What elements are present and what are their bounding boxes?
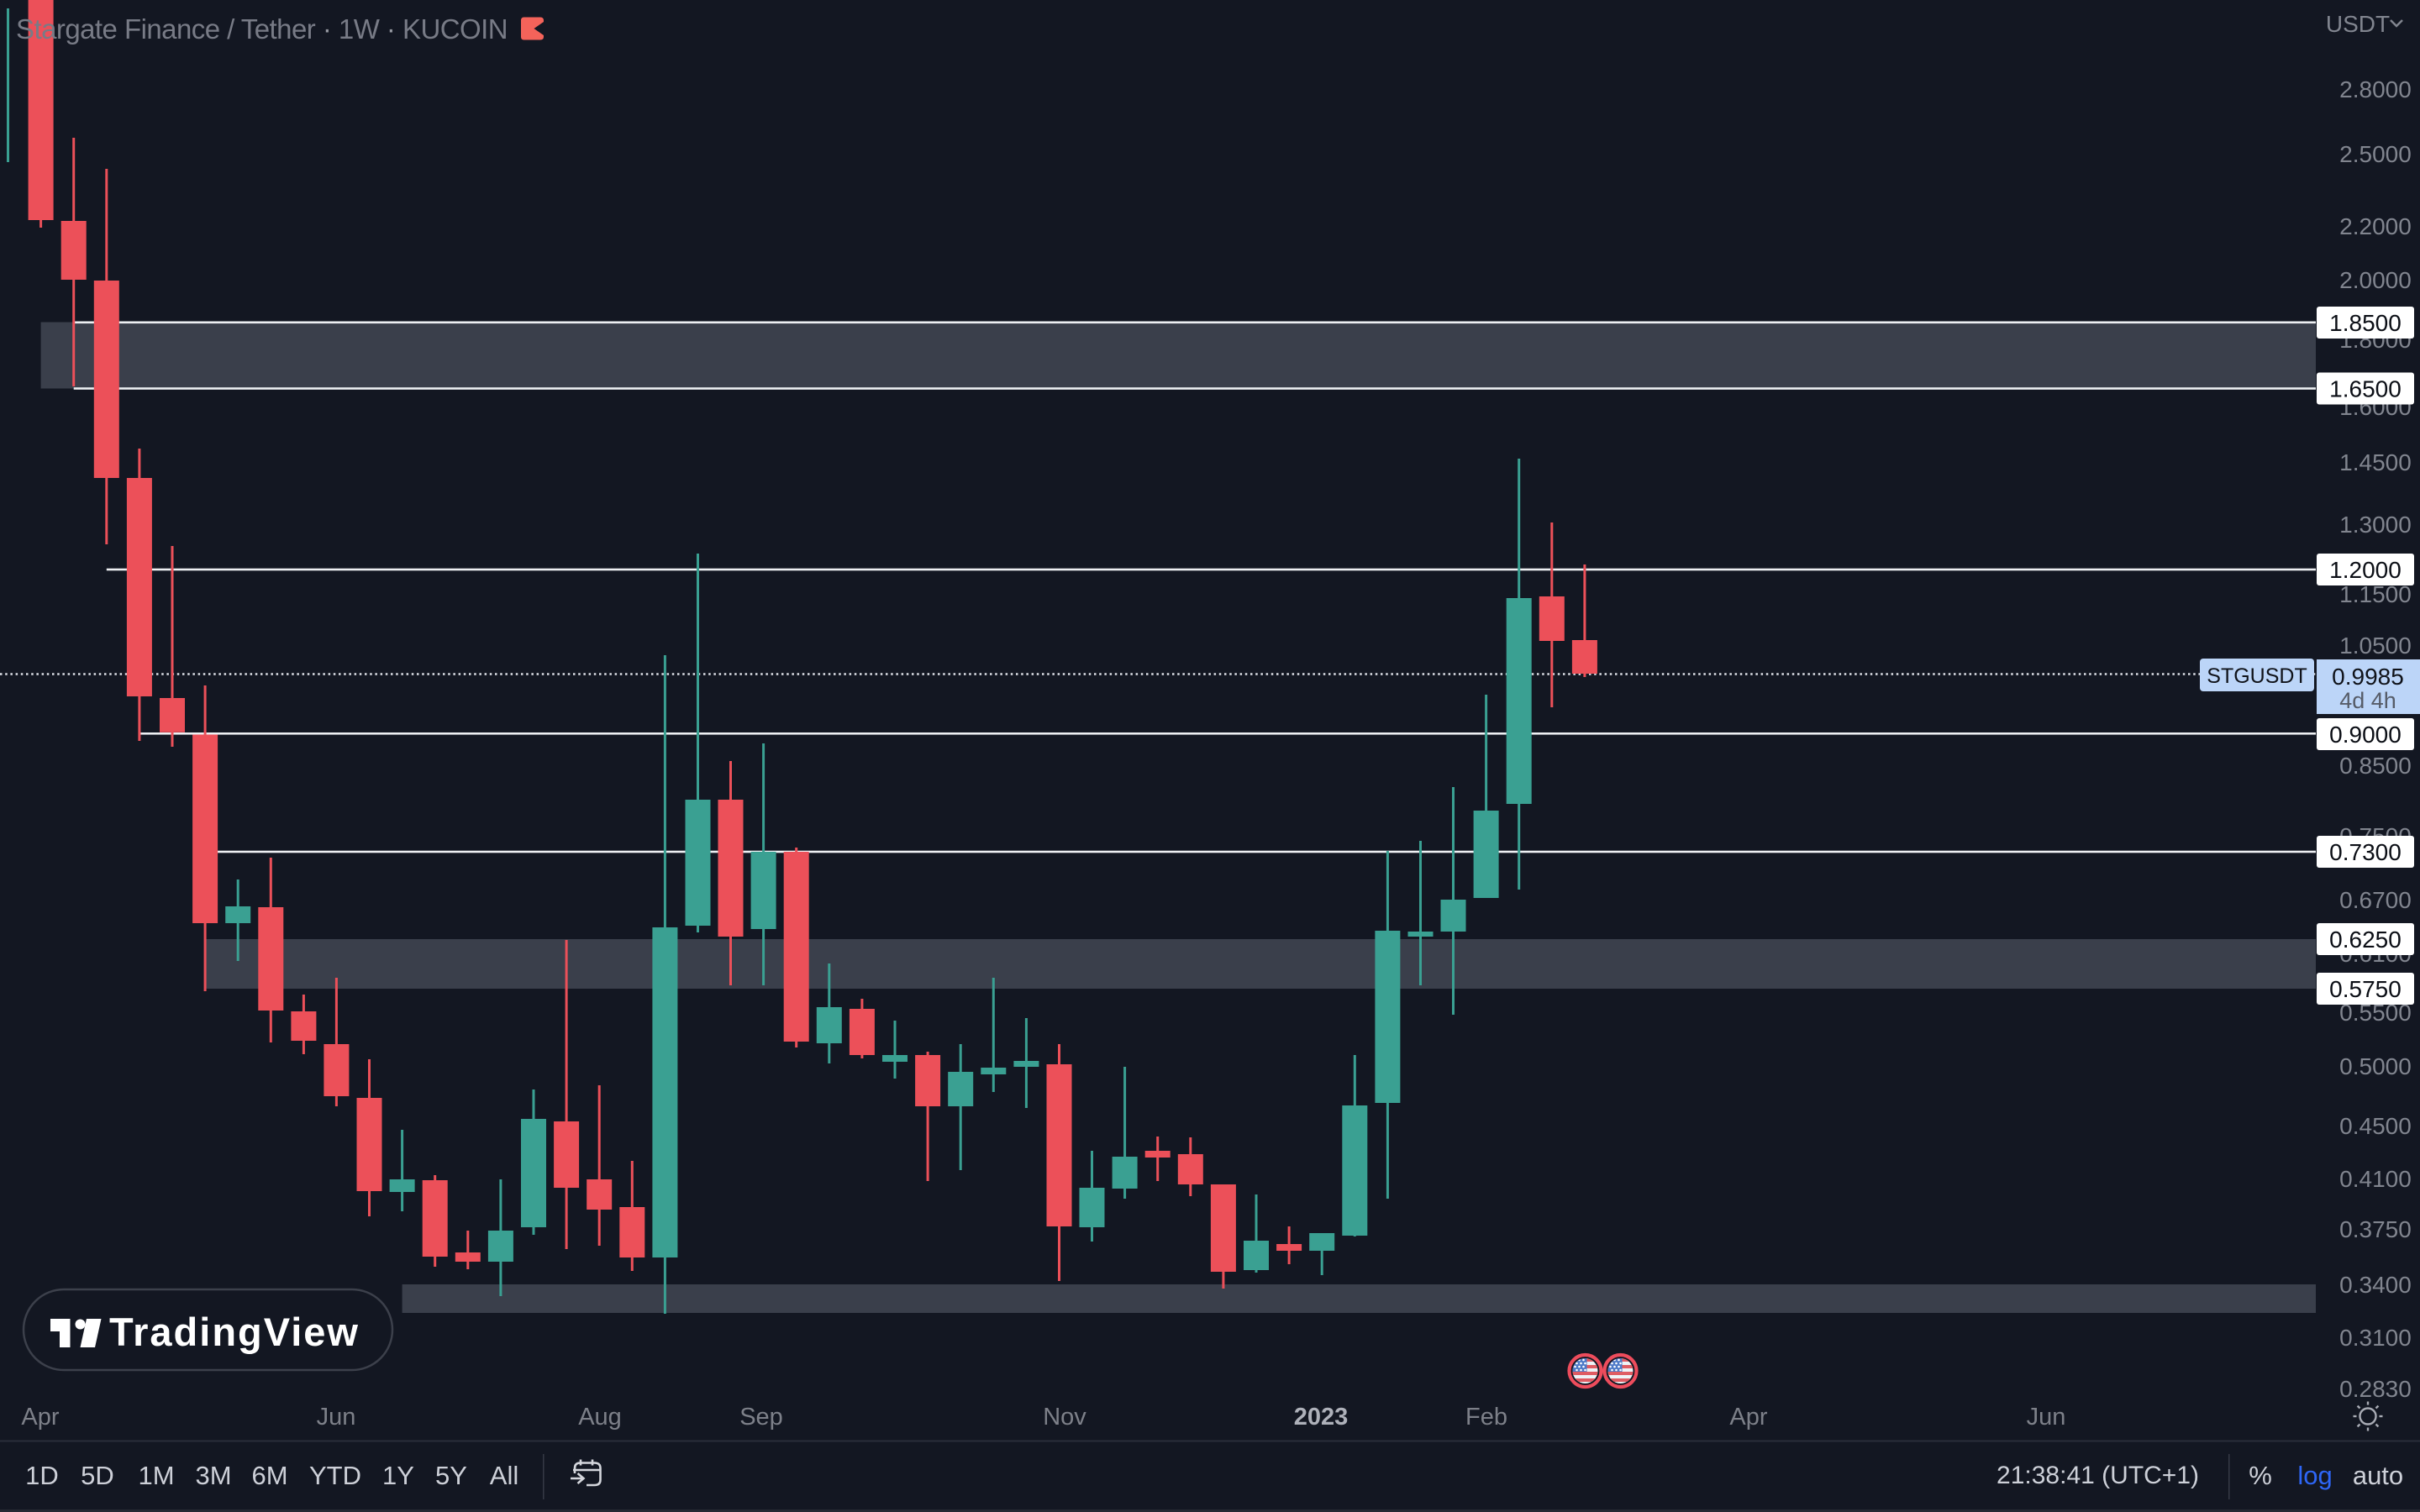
- svg-text:Stargate Finance / Tether · 1W: Stargate Finance / Tether · 1W · KUCOIN: [16, 13, 508, 45]
- svg-text:0.4100: 0.4100: [2339, 1166, 2412, 1192]
- svg-text:2.8000: 2.8000: [2339, 76, 2412, 102]
- svg-text:0.3750: 0.3750: [2339, 1216, 2412, 1242]
- svg-text:2.5000: 2.5000: [2339, 141, 2412, 167]
- svg-text:21:38:41 (UTC+1): 21:38:41 (UTC+1): [1996, 1462, 2199, 1489]
- svg-text:0.8500: 0.8500: [2339, 753, 2412, 779]
- svg-text:2023: 2023: [1294, 1404, 1349, 1431]
- svg-text:Aug: Aug: [578, 1404, 622, 1431]
- svg-text:2.0000: 2.0000: [2339, 267, 2412, 293]
- svg-text:Apr: Apr: [21, 1404, 59, 1431]
- svg-text:0.3100: 0.3100: [2339, 1325, 2412, 1351]
- svg-text:Jun: Jun: [317, 1404, 356, 1431]
- svg-text:2.2000: 2.2000: [2339, 213, 2412, 239]
- svg-text:0.5000: 0.5000: [2339, 1053, 2412, 1079]
- svg-text:1.0500: 1.0500: [2339, 633, 2412, 659]
- svg-text:0.6700: 0.6700: [2339, 887, 2412, 913]
- svg-text:1M: 1M: [138, 1461, 174, 1490]
- svg-text:Jun: Jun: [2027, 1404, 2066, 1431]
- svg-text:0.3400: 0.3400: [2339, 1272, 2412, 1298]
- svg-text:Feb: Feb: [1465, 1404, 1507, 1431]
- svg-text:YTD: YTD: [309, 1461, 361, 1490]
- svg-text:6M: 6M: [251, 1461, 287, 1490]
- svg-text:1.3000: 1.3000: [2339, 512, 2412, 538]
- svg-text:All: All: [490, 1461, 518, 1490]
- svg-text:%: %: [2249, 1461, 2272, 1490]
- svg-text:0.9985: 0.9985: [2332, 664, 2404, 690]
- svg-text:0.9000: 0.9000: [2329, 722, 2402, 748]
- svg-text:Sep: Sep: [739, 1404, 783, 1431]
- svg-text:0.7300: 0.7300: [2329, 839, 2402, 865]
- svg-text:Apr: Apr: [1729, 1404, 1767, 1431]
- svg-text:4d 4h: 4d 4h: [2339, 688, 2396, 713]
- svg-text:Nov: Nov: [1043, 1404, 1086, 1431]
- svg-text:1.1500: 1.1500: [2339, 581, 2412, 607]
- svg-text:TradingView: TradingView: [109, 1310, 360, 1354]
- svg-text:1.6500: 1.6500: [2329, 376, 2402, 402]
- svg-text:1D: 1D: [25, 1461, 59, 1490]
- svg-text:0.4500: 0.4500: [2339, 1113, 2412, 1139]
- svg-text:3M: 3M: [195, 1461, 231, 1490]
- svg-text:1.8500: 1.8500: [2329, 310, 2402, 336]
- svg-text:log: log: [2297, 1461, 2332, 1490]
- svg-text:STGUSDT: STGUSDT: [2207, 664, 2307, 688]
- svg-text:1Y: 1Y: [382, 1461, 414, 1490]
- svg-text:5D: 5D: [81, 1461, 114, 1490]
- svg-text:0.2830: 0.2830: [2339, 1376, 2412, 1402]
- svg-text:5Y: 5Y: [435, 1461, 467, 1490]
- svg-text:1.2000: 1.2000: [2329, 557, 2402, 583]
- svg-text:0.6250: 0.6250: [2329, 927, 2402, 953]
- svg-text:USDT: USDT: [2326, 11, 2390, 37]
- svg-text:auto: auto: [2353, 1461, 2403, 1490]
- svg-text:1.4500: 1.4500: [2339, 449, 2412, 475]
- svg-text:0.5750: 0.5750: [2329, 976, 2402, 1002]
